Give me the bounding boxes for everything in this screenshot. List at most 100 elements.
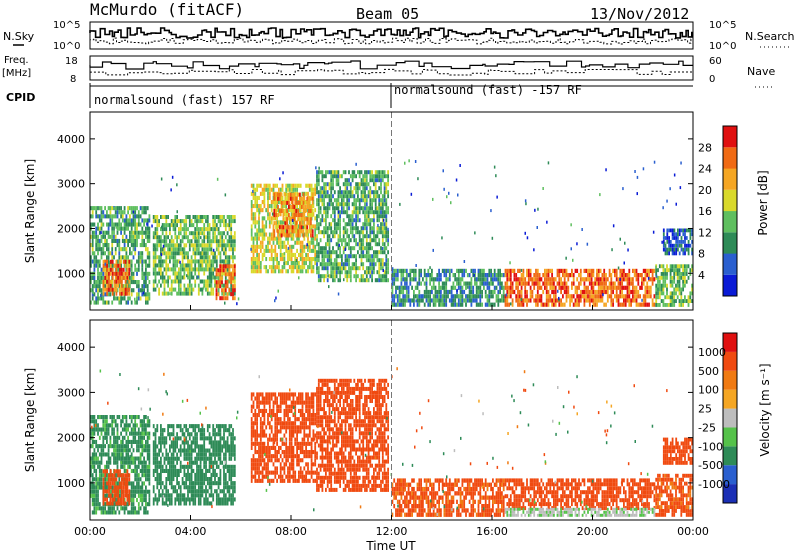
echo-cell <box>119 263 121 268</box>
echo-cell <box>357 218 359 223</box>
echo-cell <box>111 431 114 436</box>
echo-cell <box>98 288 101 293</box>
echo-cell <box>583 277 586 282</box>
echo-cell <box>316 190 318 195</box>
echo-cell <box>205 259 207 264</box>
echo-cell <box>129 431 131 436</box>
sparse-echo <box>343 278 345 282</box>
echo-cell <box>183 231 186 236</box>
echo-cell <box>100 452 103 457</box>
sparse-echo <box>642 167 645 171</box>
echo-cell <box>283 265 286 270</box>
echo-cell <box>436 289 439 295</box>
echo-cell <box>228 227 231 232</box>
echo-cell <box>165 267 168 272</box>
echo-cell <box>666 303 668 307</box>
echo-cell <box>132 214 135 219</box>
echo-cell <box>684 247 686 252</box>
echo-cell <box>160 215 162 219</box>
echo-cell <box>232 264 234 269</box>
echo-cell <box>145 464 147 469</box>
echo-cell <box>233 264 236 269</box>
echo-cell <box>474 273 476 278</box>
echo-cell <box>477 294 480 299</box>
echo-cell <box>125 251 128 256</box>
echo-cell <box>587 289 589 295</box>
echo-cell <box>279 200 282 205</box>
echo-cell <box>461 302 464 307</box>
echo-cell <box>395 294 397 299</box>
echo-cell <box>348 198 350 203</box>
echo-cell <box>179 219 182 224</box>
echo-cell <box>111 222 114 227</box>
echo-cell <box>619 289 622 295</box>
echo-cell <box>371 230 373 235</box>
echo-cell <box>367 182 370 187</box>
echo-cell <box>596 302 598 307</box>
echo-cell <box>98 226 101 231</box>
echo-cell <box>632 268 634 273</box>
echo-cell <box>501 298 503 303</box>
echo-cell <box>342 202 345 207</box>
echo-cell <box>311 200 314 205</box>
echo-cell <box>178 227 180 232</box>
echo-cell <box>499 268 501 273</box>
echo-cell <box>121 456 124 461</box>
echo-cell <box>287 248 289 253</box>
echo-cell <box>276 208 278 213</box>
echo-cell <box>130 498 133 503</box>
echo-cell <box>250 248 253 253</box>
echo-cell <box>310 191 313 196</box>
echo-cell <box>682 279 684 284</box>
echo-cell <box>223 231 225 236</box>
echo-cell <box>351 170 354 175</box>
echo-cell <box>381 258 384 263</box>
echo-cell <box>97 271 99 276</box>
echo-cell <box>134 477 137 482</box>
echo-cell <box>219 219 222 224</box>
echo-cell <box>152 247 155 252</box>
echo-cell <box>134 230 137 235</box>
echo-cell <box>104 427 106 432</box>
echo-cell <box>364 206 366 211</box>
echo-cell <box>691 247 693 252</box>
echo-cell <box>405 277 408 282</box>
echo-cell <box>170 283 173 288</box>
echo-cell <box>185 255 188 260</box>
echo-cell <box>296 261 298 266</box>
echo-cell <box>108 275 110 280</box>
echo-cell <box>127 444 129 449</box>
echo-cell <box>673 243 676 248</box>
echo-cell <box>378 170 381 175</box>
echo-cell <box>673 272 676 276</box>
echo-cell <box>330 194 333 199</box>
echo-cell <box>603 285 606 290</box>
echo-cell <box>115 485 118 490</box>
echo-cell <box>504 302 507 307</box>
echo-cell <box>504 281 507 286</box>
echo-cell <box>358 182 361 187</box>
echo-cell <box>111 423 114 428</box>
echo-cell <box>621 273 623 278</box>
echo-cell <box>624 285 627 290</box>
echo-cell <box>344 186 347 191</box>
echo-cell <box>219 223 222 228</box>
echo-cell <box>136 468 138 473</box>
echo-cell <box>326 194 329 199</box>
echo-cell <box>98 460 101 465</box>
echo-cell <box>194 239 197 244</box>
echo-cell <box>187 215 189 219</box>
echo-cell <box>261 200 264 205</box>
echo-cell <box>106 481 108 486</box>
echo-cell <box>299 265 302 270</box>
echo-cell <box>250 228 253 233</box>
echo-cell <box>114 452 117 457</box>
echo-cell <box>128 291 131 296</box>
echo-cell <box>203 223 206 228</box>
echo-cell <box>219 276 222 281</box>
echo-cell <box>265 183 268 188</box>
echo-cell <box>141 481 144 486</box>
sparse-echo <box>450 201 452 205</box>
echo-cell <box>283 212 286 217</box>
echo-cell <box>194 279 197 284</box>
